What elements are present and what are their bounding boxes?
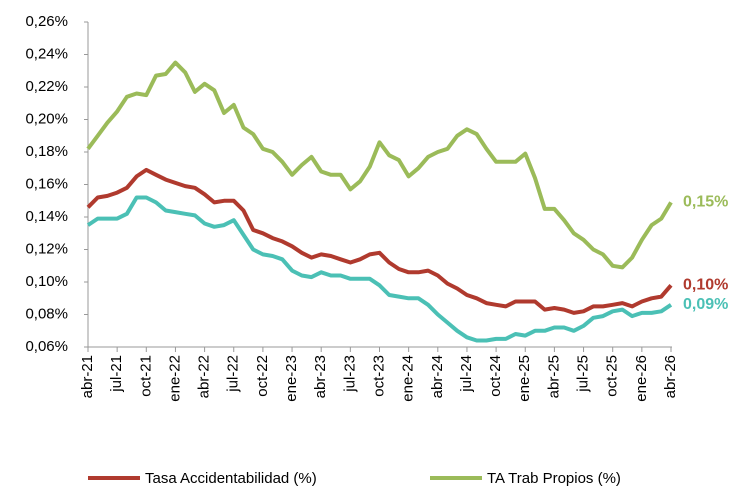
series-line [86, 167, 673, 315]
x-tick-label: ene-25 [516, 355, 533, 402]
x-tick-label: abr-26 [662, 355, 679, 398]
y-tick-label: 0,10% [25, 273, 68, 290]
x-tick-label: oct-24 [487, 355, 504, 397]
end-label: 0,10% [683, 276, 728, 293]
y-tick-label: 0,08% [25, 305, 68, 322]
x-tick-label: jul-25 [575, 355, 592, 393]
x-tick-label: oct-21 [137, 355, 154, 397]
x-tick-label: jul-23 [341, 355, 358, 393]
y-tick-label: 0,12% [25, 240, 68, 257]
legend-label: Tasa Accidentabilidad (%) [145, 470, 317, 487]
x-tick-label: ene-24 [400, 355, 417, 402]
y-tick-label: 0,06% [25, 338, 68, 355]
end-label: 0,09% [683, 296, 728, 313]
series-line [86, 195, 673, 343]
y-tick-label: 0,18% [25, 143, 68, 160]
x-tick-label: ene-23 [283, 355, 300, 402]
x-tick-label: jul-21 [108, 355, 125, 393]
x-tick-label: abr-22 [196, 355, 213, 398]
y-tick-label: 0,20% [25, 110, 68, 127]
x-tick-label: abr-24 [429, 355, 446, 398]
y-tick-label: 0,24% [25, 45, 68, 62]
x-tick-label: ene-22 [166, 355, 183, 402]
x-tick-label: jul-22 [225, 355, 242, 393]
x-tick-label: ene-26 [633, 355, 650, 402]
x-tick-label: oct-23 [370, 355, 387, 397]
x-tick-label: abr-25 [545, 355, 562, 398]
y-tick-label: 0,26% [25, 13, 68, 30]
x-tick-label: jul-24 [458, 355, 475, 393]
legend-label: TA Trab Propios (%) [487, 470, 621, 487]
y-tick-label: 0,22% [25, 78, 68, 95]
y-tick-label: 0,14% [25, 208, 68, 225]
x-tick-label: oct-25 [604, 355, 621, 397]
y-tick-label: 0,16% [25, 175, 68, 192]
series-line [86, 60, 673, 270]
x-tick-label: abr-21 [79, 355, 96, 398]
end-label: 0,15% [683, 194, 728, 211]
x-tick-label: abr-23 [312, 355, 329, 398]
x-tick-label: oct-22 [254, 355, 271, 397]
